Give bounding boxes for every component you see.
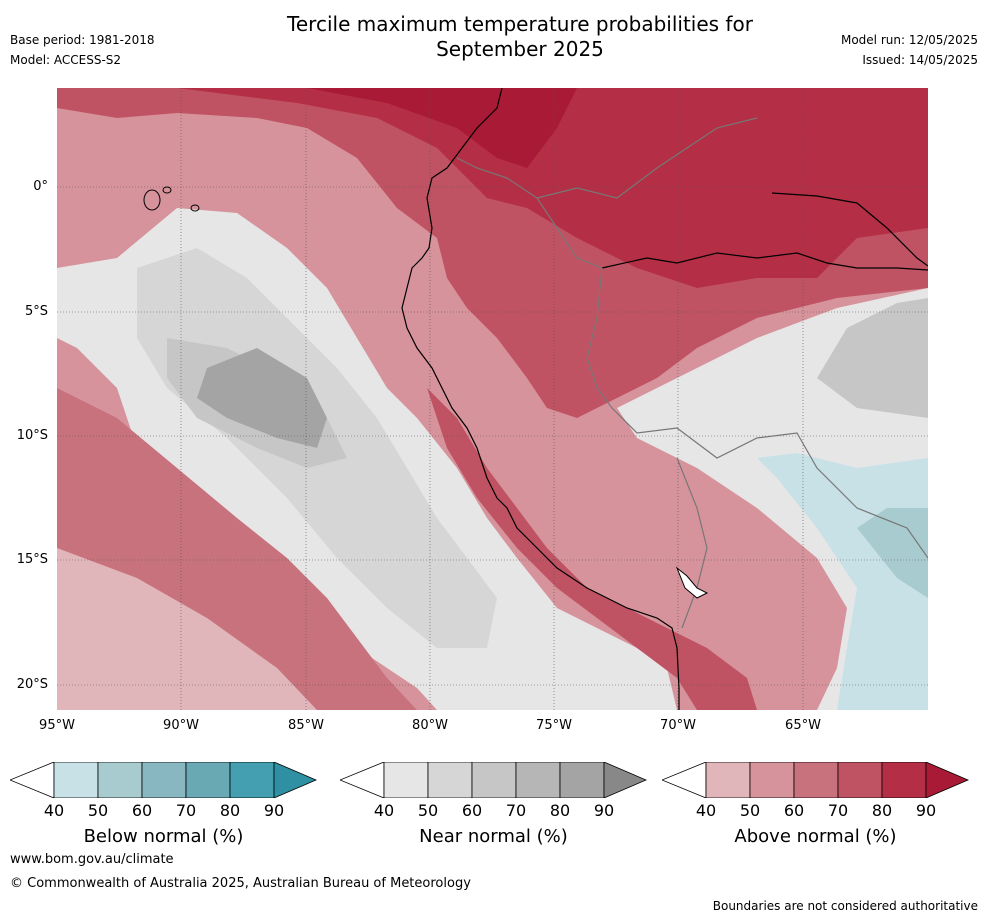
cbar-tick: 90: [593, 801, 615, 820]
disclaimer: Boundaries are not considered authoritat…: [712, 899, 978, 913]
copyright-notice: © Commonwealth of Australia 2025, Austra…: [10, 876, 471, 891]
y-tick-label: 10°S: [16, 428, 48, 443]
cbar-tick: 50: [417, 801, 439, 820]
model-run: Model run: 12/05/2025: [840, 33, 978, 47]
graticule: [57, 88, 928, 710]
x-tick-label: 95°W: [39, 718, 75, 733]
cbar-tick: 70: [827, 801, 849, 820]
below-normal-label: Below normal (%): [83, 826, 244, 847]
cbar-tick: 80: [549, 801, 571, 820]
cbar-tick: 40: [695, 801, 717, 820]
website-link[interactable]: www.bom.gov.au/climate: [10, 852, 174, 867]
y-tick-label: 15°S: [16, 552, 48, 567]
cbar-tick: 40: [43, 801, 65, 820]
x-tick-label: 75°W: [536, 718, 572, 733]
x-tick-label: 85°W: [288, 718, 324, 733]
above-normal-80-region: [177, 88, 928, 288]
above-normal-40-south: [57, 548, 317, 710]
base-period: Base period: 1981-2018: [10, 33, 155, 47]
cbar-tick: 50: [739, 801, 761, 820]
above-normal-colorbar: [662, 762, 969, 798]
cbar-tick: 50: [87, 801, 109, 820]
amazon-river: [601, 252, 928, 271]
coastline: [401, 88, 680, 710]
above-normal-label: Above normal (%): [734, 826, 897, 847]
x-tick-label: 90°W: [163, 718, 199, 733]
cbar-tick: 80: [871, 801, 893, 820]
country-borders: [456, 117, 928, 629]
near-normal-60-east: [817, 298, 928, 418]
cbar-tick: 90: [915, 801, 937, 820]
cbar-tick: 70: [505, 801, 527, 820]
x-tick-label: 70°W: [660, 718, 696, 733]
title-line-1: Tercile maximum temperature probabilitie…: [287, 12, 753, 36]
cbar-tick: 90: [263, 801, 285, 820]
map-svg: [57, 88, 928, 710]
cbar-tick: 60: [783, 801, 805, 820]
lake-titicaca: [675, 566, 709, 599]
cbar-tick: 40: [373, 801, 395, 820]
y-tick-label: 5°S: [24, 304, 48, 319]
x-tick-label: 80°W: [412, 718, 448, 733]
near-normal-colorbar: [340, 762, 647, 798]
x-tick-label: 65°W: [785, 718, 821, 733]
amazon-estuary: [771, 192, 928, 267]
cbar-tick: 60: [131, 801, 153, 820]
y-tick-label: 20°S: [16, 677, 48, 692]
cbar-tick: 60: [461, 801, 483, 820]
issued-date: Issued: 14/05/2025: [862, 53, 978, 67]
galapagos-islands: [143, 186, 200, 212]
above-normal-90-region-north: [307, 88, 577, 168]
map-title: Tercile maximum temperature probabilitie…: [0, 12, 988, 62]
cbar-tick: 70: [175, 801, 197, 820]
near-normal-label: Near normal (%): [419, 826, 568, 847]
below-normal-50-region: [857, 508, 928, 598]
probability-map: [57, 88, 928, 710]
below-normal-colorbar: [10, 762, 317, 798]
meta-left: Base period: 1981-2018 Model: ACCESS-S2: [10, 30, 155, 70]
meta-right: Model run: 12/05/2025 Issued: 14/05/2025: [841, 30, 978, 70]
above-normal-coastal-strip: [427, 388, 757, 710]
near-normal-70-ocean: [197, 348, 327, 448]
cbar-tick: 80: [219, 801, 241, 820]
model-name: Model: ACCESS-S2: [10, 53, 122, 67]
y-tick-label: 0°: [33, 179, 48, 194]
title-line-2: September 2025: [436, 37, 604, 61]
